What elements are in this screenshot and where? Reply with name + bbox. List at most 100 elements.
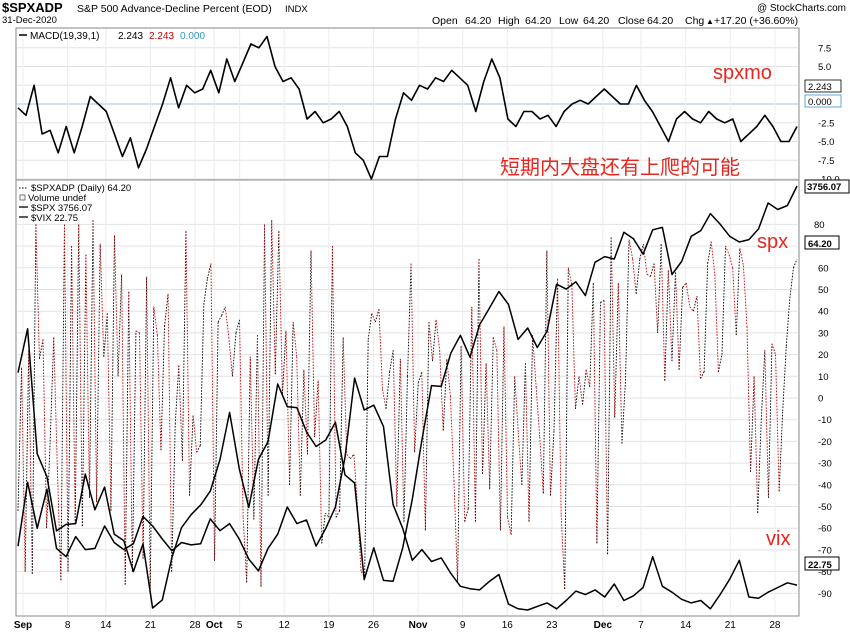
adp-segment — [92, 220, 98, 503]
spx-series — [17, 185, 798, 609]
adp-segment — [396, 358, 401, 507]
adp-segment — [374, 308, 380, 323]
adp-segment — [217, 315, 223, 323]
adp-segment — [135, 330, 140, 334]
adp-segment — [317, 380, 323, 544]
adp-segment — [71, 246, 76, 524]
adp-legend: $SPXADP (Daily) 64.20 — [31, 183, 131, 194]
index-name: S&P 500 Advance-Decline Percent (EOD) — [77, 3, 272, 15]
adp-segment — [264, 224, 269, 496]
adp-segment — [328, 246, 333, 518]
x-tick-label: Oct — [206, 620, 223, 631]
volume-legend: Volume undef — [28, 193, 86, 204]
adp-segment — [750, 376, 755, 472]
adp-segment — [464, 508, 469, 522]
adp-segment — [549, 430, 555, 496]
adp-segment — [306, 250, 312, 455]
volume-legend-swatch — [19, 194, 26, 201]
macd-legend-v3: 0.000 — [180, 31, 205, 42]
adp-segment — [771, 343, 776, 355]
spx-last-tag — [804, 179, 850, 194]
annotations: spxmo 短期内大盘还有上爬的可能 spx vix — [500, 62, 790, 550]
adp-segment — [35, 224, 40, 359]
adp-segment — [156, 335, 162, 451]
adp-segment — [346, 454, 351, 460]
adp-segment — [353, 454, 358, 507]
date: 31-Dec-2020 — [2, 15, 57, 26]
adp-segment — [496, 350, 501, 531]
high-value: 64.20 — [525, 15, 551, 27]
x-tick-label: 12 — [279, 620, 291, 631]
adp-segment — [421, 371, 426, 531]
adp-segment — [278, 230, 283, 394]
adp-segment — [407, 263, 412, 377]
adp-segment — [778, 410, 784, 492]
adp-segment — [553, 278, 559, 431]
adp-segment — [682, 282, 687, 288]
x-tick-label: 19 — [323, 620, 335, 631]
adp-segment — [185, 230, 190, 496]
adp-segment — [732, 267, 737, 336]
main-y-tick-label: 80 — [814, 220, 825, 231]
adp-segment — [639, 243, 644, 260]
macd-legend-v1: 2.243 — [118, 31, 143, 42]
adp-segment — [742, 265, 748, 327]
vix-annotation: vix — [766, 528, 790, 550]
adp-segment — [199, 304, 205, 446]
adp-segment — [714, 274, 719, 372]
adp-segment — [607, 237, 612, 555]
adp-segment — [74, 224, 80, 524]
adp-segment — [603, 300, 609, 555]
adp-segment — [596, 302, 601, 544]
adp-segment — [560, 515, 566, 589]
x-axis: Sep 8 14 21 28 Oct 5 12 19 26 Nov 9 16 23 Dec 7 14 21 28 — [14, 620, 781, 631]
main-y-tick-label: 40 — [818, 307, 829, 318]
adp-segment — [224, 306, 230, 338]
x-tick-label: 21 — [725, 620, 737, 631]
adp-segment — [564, 267, 569, 589]
macd-y-axis: 7.55.02.50.000-2.5-5.0-7.5-10.0 — [818, 43, 840, 185]
x-tick-label: 23 — [546, 620, 558, 631]
adp-segment — [435, 319, 441, 351]
main-y-tick-label: -10 — [818, 415, 832, 426]
adp-segment — [249, 356, 255, 520]
adp-segment — [764, 350, 769, 498]
adp-segment — [414, 382, 419, 453]
adp-segment — [650, 263, 655, 277]
adp-segment — [521, 363, 526, 485]
adp-segment — [174, 365, 180, 425]
x-tick-label: 21 — [145, 620, 157, 631]
adp-segment — [785, 298, 791, 346]
low-label: Low — [559, 15, 579, 27]
macd-y-tick-label: 5.0 — [818, 62, 831, 73]
macd-y-tick-label: 7.5 — [818, 43, 831, 54]
macd-legend-name: MACD(19,39,1) — [30, 31, 99, 42]
adp-segment — [628, 239, 634, 260]
adp-segment — [371, 313, 376, 323]
adp-segment — [642, 243, 648, 275]
adp-segment — [621, 380, 626, 444]
adp-segment — [793, 258, 798, 268]
adp-segment — [460, 345, 466, 522]
adp-segment — [24, 350, 30, 572]
adp-segment — [332, 246, 337, 518]
high-label: High — [498, 15, 520, 27]
macd-series — [17, 35, 798, 180]
main-y-tick-label: -80 — [818, 567, 832, 578]
adp-segment — [389, 350, 394, 373]
macd-y-tick-label: -2.5 — [818, 118, 834, 129]
close-value: 64.20 — [647, 15, 673, 27]
adp-segment — [535, 387, 541, 438]
main-legend: $SPXADP (Daily) 64.20 Volume undef $SPX … — [19, 183, 131, 224]
adp-segment — [725, 245, 730, 255]
adp-segment — [203, 278, 208, 305]
adp-segment — [432, 319, 437, 362]
adp-segment — [399, 358, 405, 522]
adp-segment — [110, 235, 115, 511]
comment-annotation: 短期内大盘还有上爬的可能 — [500, 155, 740, 179]
adp-segment — [575, 376, 580, 409]
adp-segment — [310, 250, 316, 438]
adp-segment — [735, 248, 741, 336]
adp-segment — [192, 415, 198, 453]
adp-segment — [267, 220, 273, 496]
